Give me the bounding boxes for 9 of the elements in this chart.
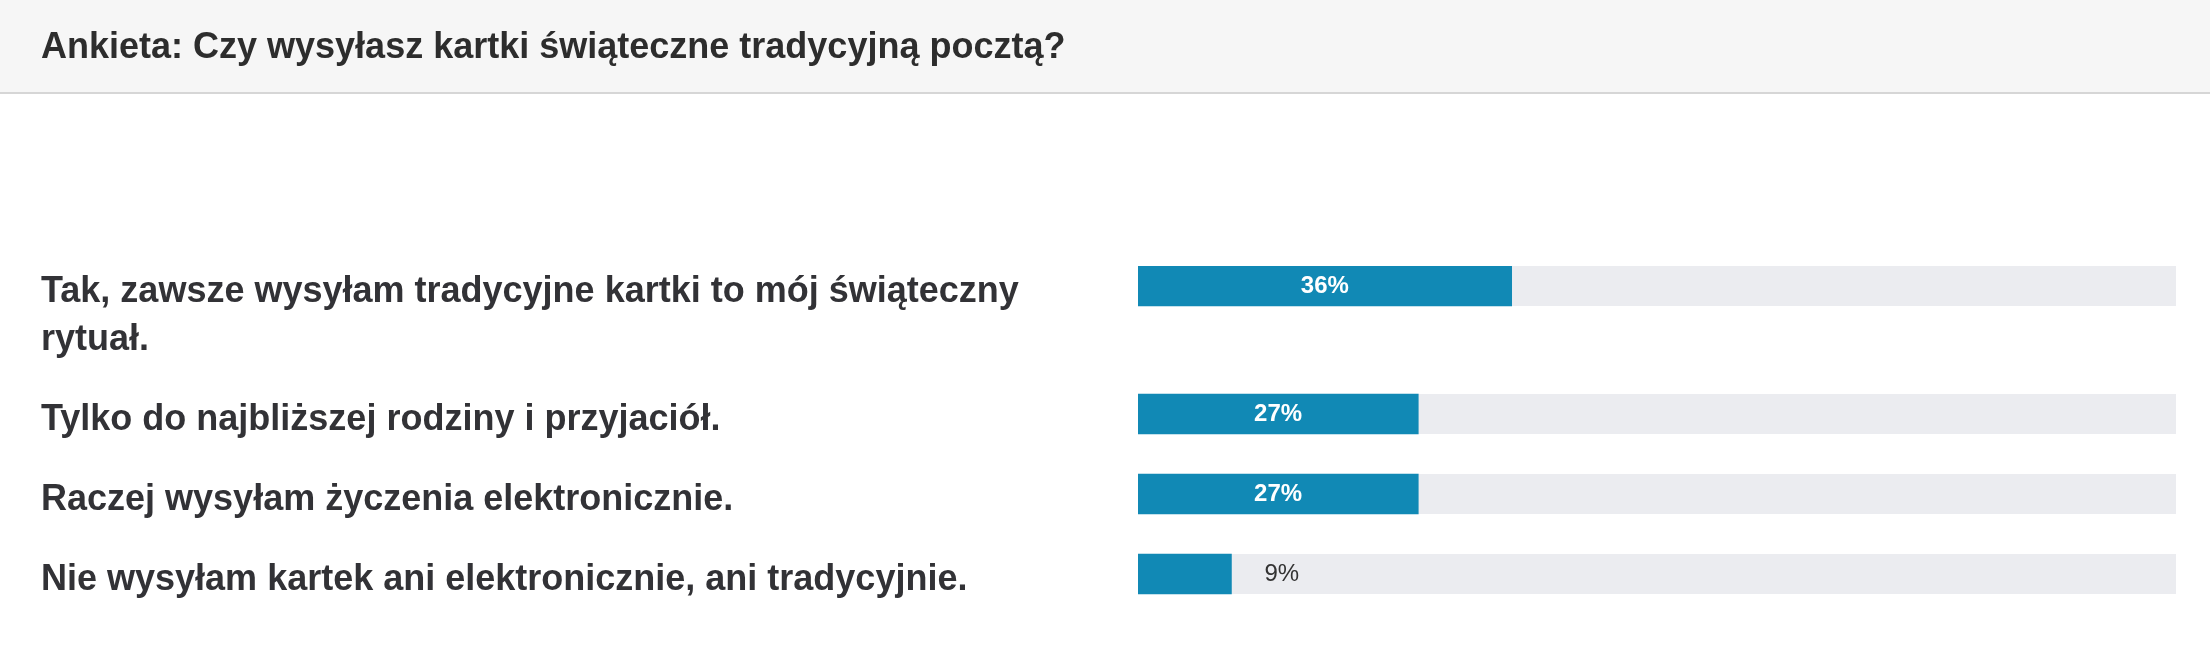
data-label: 27% xyxy=(1254,398,1303,426)
y-tick-label: Raczej wysyłam życzenia elektronicznie. xyxy=(41,476,734,518)
data-label: 36% xyxy=(1300,270,1349,298)
data-label: 27% xyxy=(1254,478,1303,506)
data-label: 9% xyxy=(1264,558,1300,586)
y-tick-label: Nie wysyłam kartek ani elektronicznie, ani tradycyjnie. xyxy=(41,556,968,598)
text: Ankieta: Czy wysyłasz kartki świąteczne tradycyjną pocztą? xyxy=(41,25,1066,67)
y-tick-label: Tak, zawsze wysyłam tradycyjne kartki to mój świąteczny rytuał. xyxy=(41,268,1019,358)
y-tick-label: Tylko do najbliższej rodziny i przyjaciół. xyxy=(41,396,721,438)
